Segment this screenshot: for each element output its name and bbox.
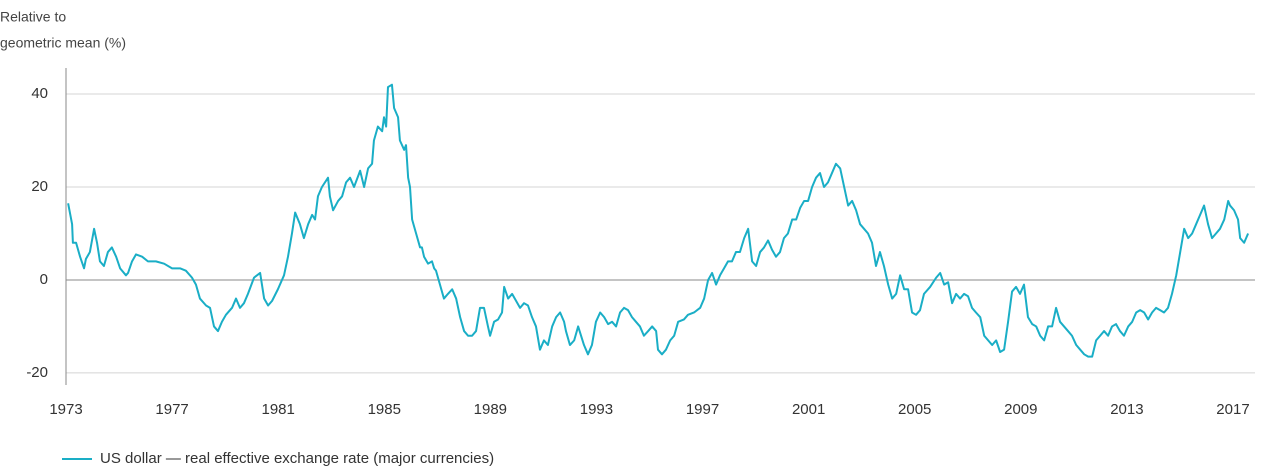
y-tick-label: 20	[31, 178, 48, 195]
x-tick-label: 2001	[792, 401, 825, 418]
x-tick-label: 1981	[261, 401, 294, 418]
x-tick-label: 1985	[368, 401, 401, 418]
x-tick-label: 2005	[898, 401, 931, 418]
y-axis-label: geometric mean (%)	[0, 35, 126, 51]
y-tick-label: -20	[26, 364, 48, 381]
x-tick-label: 1997	[686, 401, 719, 418]
data-line	[67, 83, 1250, 358]
y-tick-label: 40	[31, 85, 48, 102]
y-tick-label: 0	[40, 271, 48, 288]
y-axis-label: Relative to	[0, 9, 66, 25]
x-tick-label: 1989	[474, 401, 507, 418]
x-tick-label: 1977	[155, 401, 188, 418]
x-tick-label: 2009	[1004, 401, 1037, 418]
x-tick-label: 2013	[1110, 401, 1143, 418]
x-tick-label: 1993	[580, 401, 613, 418]
x-tick-label: 2017	[1216, 401, 1249, 418]
x-tick-label: 1973	[49, 401, 82, 418]
legend-label: US dollar — real effective exchange rate…	[100, 450, 494, 467]
